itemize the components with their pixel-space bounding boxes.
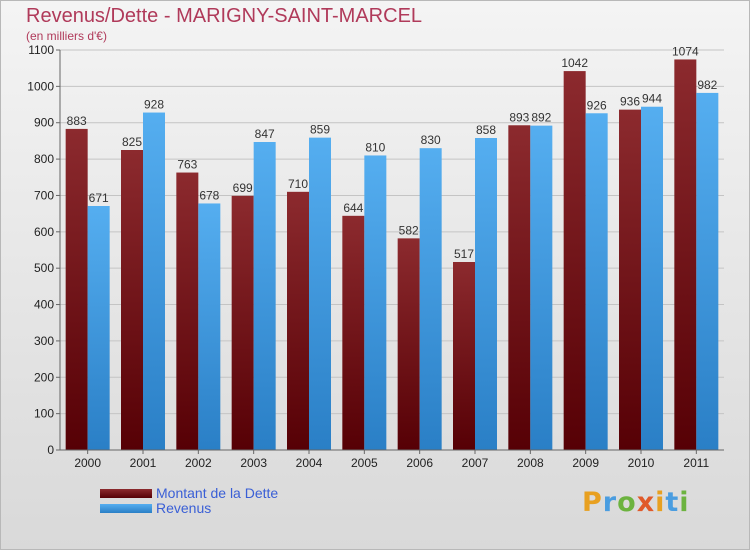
- chart-subtitle: (en milliers d'€): [26, 29, 107, 43]
- proxiti-logo: Proxiti: [582, 487, 690, 518]
- bar-dette: [397, 238, 420, 450]
- y-tick-label: 800: [34, 152, 54, 166]
- x-tick-label: 2011: [683, 456, 709, 470]
- y-tick-label: 600: [34, 225, 54, 239]
- x-tick-label: 2003: [240, 456, 267, 470]
- data-label-revenus: 928: [144, 98, 164, 112]
- bar-revenus: [87, 206, 110, 450]
- data-label-dette: 710: [288, 177, 308, 191]
- data-label-dette: 517: [454, 247, 474, 261]
- legend-swatch-dette: [100, 489, 152, 498]
- bar-revenus: [419, 148, 442, 450]
- y-tick-label: 200: [34, 370, 54, 384]
- data-label-revenus: 892: [531, 111, 551, 125]
- bar-dette: [563, 71, 586, 450]
- y-tick-label: 500: [34, 261, 54, 275]
- y-tick-label: 100: [34, 407, 54, 421]
- data-label-revenus: 944: [642, 92, 662, 106]
- bar-dette: [176, 172, 199, 450]
- data-label-revenus: 926: [587, 98, 607, 112]
- bar-revenus: [530, 125, 553, 451]
- bar-revenus: [641, 106, 663, 451]
- bar-dette: [674, 59, 697, 451]
- data-label-dette: 893: [509, 110, 529, 124]
- x-tick-label: 2005: [351, 456, 378, 470]
- data-label-dette: 582: [399, 223, 419, 237]
- y-tick-label: 0: [47, 443, 54, 457]
- x-tick-label: 2008: [517, 456, 544, 470]
- x-tick-label: 2010: [628, 456, 655, 470]
- bar-dette: [619, 109, 641, 451]
- x-tick-label: 2009: [572, 456, 599, 470]
- x-tick-label: 2000: [74, 456, 101, 470]
- data-label-dette: 883: [67, 114, 87, 128]
- bar-revenus: [364, 155, 387, 451]
- bar-dette: [287, 191, 309, 450]
- y-tick-label: 300: [34, 334, 54, 348]
- x-tick-label: 2002: [185, 456, 212, 470]
- logo-letter: r: [602, 487, 618, 518]
- y-tick-label: 1000: [27, 79, 54, 93]
- bars: 883 671 825 928 763 678 699 847 710 859 644 810 582 8…: [65, 44, 719, 451]
- data-label-revenus: 858: [476, 123, 496, 137]
- bar-revenus: [696, 92, 719, 450]
- bar-dette: [342, 215, 365, 450]
- grid-lines: [60, 49, 724, 451]
- legend-label-revenus: Revenus: [156, 500, 212, 516]
- data-label-dette: 1074: [672, 44, 699, 58]
- bar-revenus: [309, 137, 331, 451]
- logo-letter: i: [655, 487, 666, 518]
- x-tick-label: 2007: [462, 456, 489, 470]
- bar-revenus: [198, 203, 221, 450]
- bar-dette: [453, 262, 475, 450]
- x-tick-label: 2001: [130, 456, 157, 470]
- logo-letter: x: [636, 487, 656, 518]
- data-label-revenus: 982: [697, 78, 717, 92]
- y-tick-label: 1100: [28, 43, 54, 57]
- y-tick-label: 900: [34, 116, 54, 130]
- data-label-revenus: 671: [89, 191, 109, 205]
- logo-letter: t: [665, 487, 680, 518]
- x-tick-label: 2006: [406, 456, 433, 470]
- bar-revenus: [475, 138, 497, 450]
- bar-revenus: [253, 142, 276, 450]
- data-label-dette: 936: [620, 95, 640, 109]
- data-label-dette: 825: [122, 135, 142, 149]
- logo-letter: P: [582, 487, 603, 518]
- bar-dette: [65, 128, 88, 450]
- logo-letter: o: [617, 487, 637, 518]
- data-label-dette: 763: [177, 158, 197, 172]
- bar-revenus: [585, 113, 608, 450]
- data-label-revenus: 859: [310, 123, 330, 137]
- bar-dette: [508, 125, 531, 450]
- data-label-revenus: 847: [255, 127, 275, 141]
- data-label-revenus: 830: [421, 133, 441, 147]
- legend-label-dette: Montant de la Dette: [156, 485, 279, 501]
- bar-dette: [231, 195, 254, 450]
- y-tick-label: 700: [34, 188, 54, 202]
- axes: 0 100 200 300 400 500 600 700 800 900 1000 1100 2000…: [27, 43, 724, 470]
- bar-dette: [121, 150, 143, 450]
- data-label-revenus: 678: [199, 188, 219, 202]
- data-label-dette: 644: [343, 201, 363, 215]
- legend-swatch-revenus: [100, 504, 152, 513]
- y-tick-label: 400: [34, 298, 54, 312]
- data-label-dette: 699: [233, 181, 253, 195]
- logo-letter: i: [679, 487, 690, 518]
- data-label-dette: 1042: [561, 56, 588, 70]
- bar-revenus: [143, 112, 165, 450]
- x-tick-label: 2004: [296, 456, 323, 470]
- chart-title: Revenus/Dette - MARIGNY-SAINT-MARCEL: [26, 5, 423, 27]
- data-label-revenus: 810: [365, 140, 385, 154]
